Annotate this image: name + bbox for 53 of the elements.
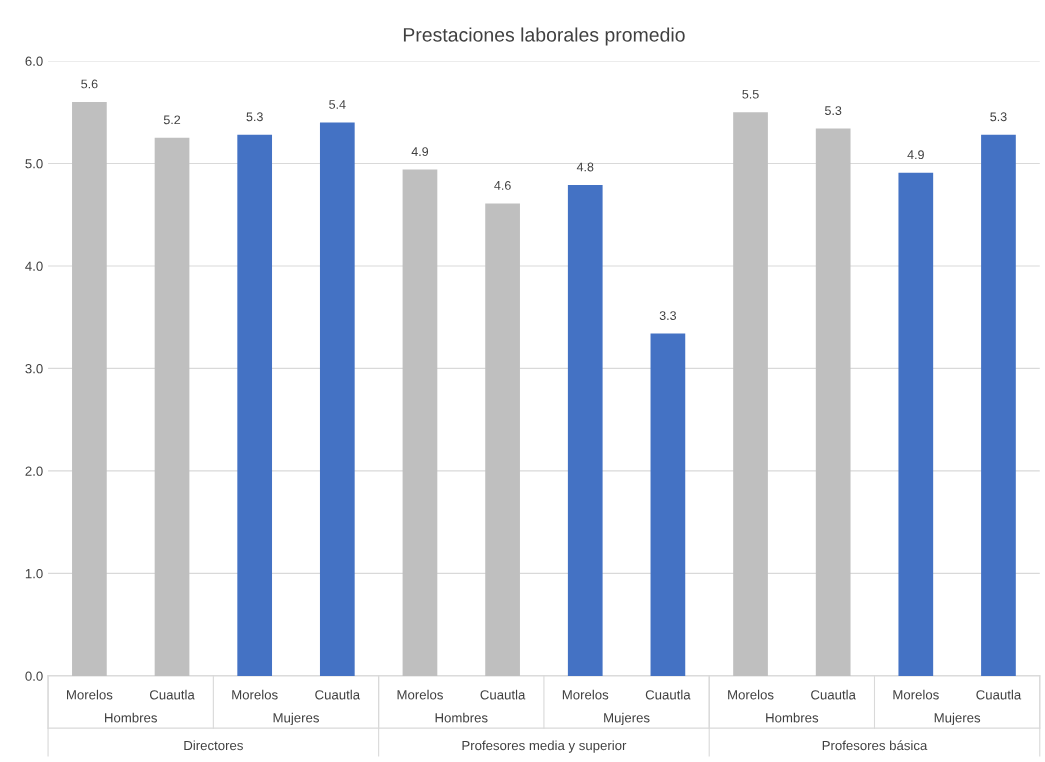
bar — [402, 169, 438, 676]
data-label: 5.6 — [81, 79, 98, 89]
text: Profesores básica — [822, 740, 928, 751]
bar — [650, 333, 686, 676]
data-label: 5.3 — [990, 112, 1007, 122]
bar — [815, 128, 851, 676]
bar — [567, 184, 603, 676]
text: Directores — [184, 740, 243, 751]
x-tick-label: Cuautla — [149, 689, 195, 700]
y-tick-label: 4.0 — [25, 261, 43, 271]
text: Mujeres — [934, 712, 981, 726]
data-label: 4.9 — [411, 147, 429, 157]
y-tick-label: 0.0 — [25, 671, 43, 681]
bar — [485, 203, 520, 676]
data-label: 5.3 — [246, 112, 263, 122]
bar — [981, 134, 1016, 676]
y-tick-label: 6.0 — [25, 56, 43, 66]
text: Mujeres — [604, 712, 650, 726]
x-tick-label: Cuautla — [315, 689, 361, 700]
x-tick-label: Cuautla — [976, 689, 1022, 700]
x-tick-label: Cuautla — [480, 689, 526, 700]
bar — [154, 137, 190, 676]
bar — [733, 112, 768, 676]
x-tick-label: Cuautla — [811, 689, 856, 700]
x-tick-label: Morelos — [397, 689, 443, 700]
chart-title: Prestaciones laborales promedio — [403, 27, 685, 46]
data-label: 5.2 — [163, 115, 181, 125]
bar — [898, 172, 934, 676]
data-label: 4.6 — [494, 180, 511, 190]
data-label: 4.9 — [907, 150, 924, 160]
data-label: 3.3 — [659, 311, 677, 320]
data-label: 4.8 — [576, 162, 594, 172]
x-tick-label: Morelos — [893, 689, 939, 700]
bar — [319, 122, 355, 676]
x-tick-label: Morelos — [232, 689, 278, 700]
text: Profesores media y superior — [462, 740, 627, 753]
x-tick-label: Morelos — [562, 689, 609, 700]
data-label: 5.3 — [824, 106, 842, 116]
text: Mujeres — [273, 712, 319, 726]
y-tick-label: 5.0 — [25, 159, 43, 169]
text: Hombres — [435, 712, 488, 723]
bar — [237, 134, 273, 676]
x-tick-label: Cuautla — [645, 689, 691, 700]
data-label: 5.5 — [742, 89, 759, 99]
bar — [72, 101, 107, 676]
data-label: 5.4 — [329, 100, 346, 109]
text: Hombres — [766, 712, 819, 723]
x-tick-label: Morelos — [728, 689, 774, 700]
y-tick-label: 3.0 — [25, 363, 43, 374]
x-tick-label: Morelos — [67, 689, 113, 700]
text: Hombres — [105, 712, 157, 723]
y-tick-label: 1.0 — [25, 568, 43, 579]
y-tick-label: 2.0 — [25, 466, 43, 476]
